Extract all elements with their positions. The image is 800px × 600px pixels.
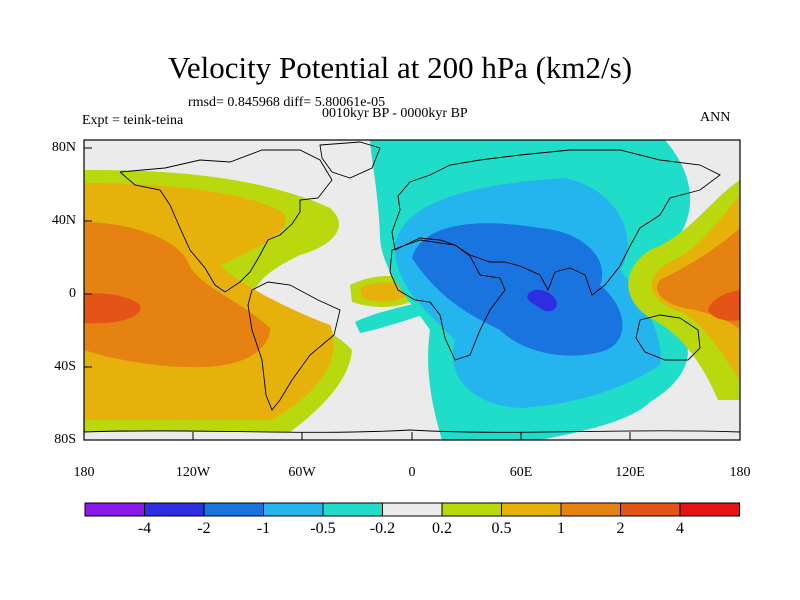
colorbar-label-5: -0.2 bbox=[369, 520, 396, 537]
lat-tick-0: 0 bbox=[69, 286, 76, 301]
australia-coast bbox=[635, 314, 701, 361]
coastlines bbox=[84, 141, 740, 433]
colorbar-bin-3 bbox=[203, 502, 264, 517]
contour-atlantic-0.5 bbox=[360, 282, 410, 302]
colorbar-bin-8 bbox=[501, 502, 562, 517]
lat-tick-40N: 40N bbox=[51, 213, 76, 228]
colorbar-label-4: -0.5 bbox=[310, 520, 336, 537]
contour-field bbox=[84, 140, 740, 440]
south-america-coast bbox=[247, 281, 341, 411]
colorbar-label-2: -2 bbox=[197, 520, 211, 537]
antarctica-coast bbox=[84, 429, 740, 433]
colorbar-bin-4 bbox=[263, 502, 324, 517]
contour-west-1 bbox=[84, 222, 270, 368]
colorbar-bin-10 bbox=[620, 502, 681, 517]
colorbar-label-3: -1 bbox=[256, 520, 271, 537]
colorbar-label-7: 0.5 bbox=[491, 520, 512, 537]
colorbar-label-9: 2 bbox=[616, 520, 625, 537]
colorbar-bin-7 bbox=[441, 502, 502, 517]
africa-coast bbox=[389, 239, 506, 361]
lon-tick-120w: 120W bbox=[175, 465, 211, 480]
axis-ticks bbox=[83, 147, 741, 441]
lon-tick-120e: 120E bbox=[615, 465, 645, 480]
period-subtitle: 0010kyr BP - 0000kyr BP bbox=[322, 106, 468, 121]
colorbar-label-10: 4 bbox=[676, 520, 684, 537]
contour-atlantic-neg-band bbox=[355, 300, 432, 333]
colorbar-bin-5 bbox=[322, 502, 383, 517]
colorbar-bin-6 bbox=[382, 502, 443, 517]
map-title: Velocity Potential at 200 hPa (km2/s) bbox=[167, 50, 633, 85]
colorbar-label-1: -4 bbox=[137, 520, 152, 537]
season-label: ANN bbox=[700, 110, 731, 125]
lon-tick-180e: 180 bbox=[729, 465, 751, 480]
eurasia-coast bbox=[391, 149, 721, 296]
colorbar-bin-1 bbox=[84, 502, 145, 517]
rmsd-subtitle: rmsd= 0.845968 diff= 5.80061e-05 bbox=[188, 95, 386, 110]
contour-west-2 bbox=[84, 293, 141, 324]
colorbar-label-8: 1 bbox=[557, 520, 565, 537]
lon-tick-0: 0 bbox=[408, 465, 416, 480]
lat-tick-80S: 80S bbox=[54, 432, 76, 447]
lon-tick-60e: 60E bbox=[509, 465, 533, 480]
contour-east-neg2 bbox=[527, 289, 557, 312]
lat-tick-40S: 40S bbox=[54, 359, 76, 374]
lat-tick-80N: 80N bbox=[51, 140, 76, 155]
lon-tick-60w: 60W bbox=[288, 465, 316, 480]
colorbar-label-6: 0.2 bbox=[432, 520, 452, 537]
experiment-label: Expt = teink-teina bbox=[82, 113, 184, 128]
colorbar bbox=[84, 502, 740, 517]
contour-wpac-2 bbox=[708, 290, 740, 321]
colorbar-bin-11 bbox=[679, 502, 740, 517]
contour-east-neg1 bbox=[412, 223, 623, 356]
north-america-coast bbox=[119, 149, 333, 293]
colorbar-bin-2 bbox=[144, 502, 205, 517]
lon-tick-180w: 180 bbox=[73, 465, 95, 480]
greenland-coast bbox=[319, 141, 381, 179]
colorbar-bin-9 bbox=[560, 502, 621, 517]
